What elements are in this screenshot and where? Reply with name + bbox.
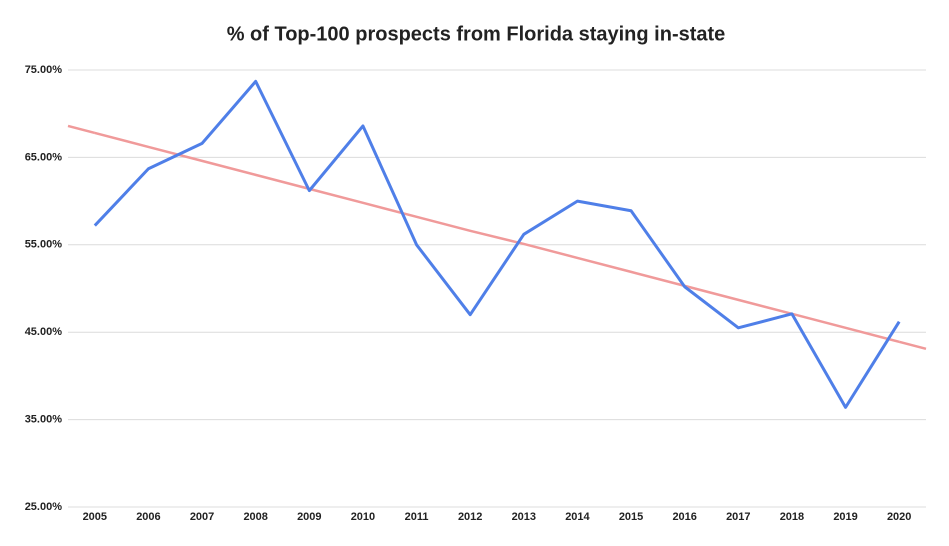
x-tick-label: 2007	[190, 511, 214, 523]
x-tick-label: 2020	[887, 511, 911, 523]
y-tick-label: 45.00%	[25, 326, 63, 338]
x-tick-label: 2014	[565, 511, 590, 523]
x-tick-label: 2006	[136, 511, 160, 523]
y-tick-label: 35.00%	[25, 414, 63, 426]
x-tick-label: 2018	[780, 511, 804, 523]
y-tick-label: 25.00%	[25, 501, 63, 513]
trendline	[94, 131, 900, 344]
y-tick-label: 55.00%	[25, 239, 63, 251]
x-tick-label: 2013	[512, 511, 536, 523]
y-tick-label: 65.00%	[25, 151, 63, 163]
x-tick-label: 2019	[833, 511, 857, 523]
x-tick-label: 2016	[672, 511, 696, 523]
chart-title: % of Top-100 prospects from Florida stay…	[227, 23, 726, 45]
y-tick-label: 75.00%	[25, 64, 63, 76]
trendline-extension	[898, 340, 927, 350]
x-tick-label: 2005	[83, 511, 107, 523]
x-tick-label: 2012	[458, 511, 482, 523]
x-tick-label: 2009	[297, 511, 321, 523]
x-tick-label: 2010	[351, 511, 375, 523]
trendline-extension	[67, 124, 96, 135]
x-tick-label: 2011	[405, 511, 429, 523]
x-tick-label: 2008	[243, 511, 267, 523]
x-tick-label: 2017	[726, 511, 750, 523]
data-line	[93, 79, 901, 409]
x-tick-label: 2015	[619, 511, 643, 523]
